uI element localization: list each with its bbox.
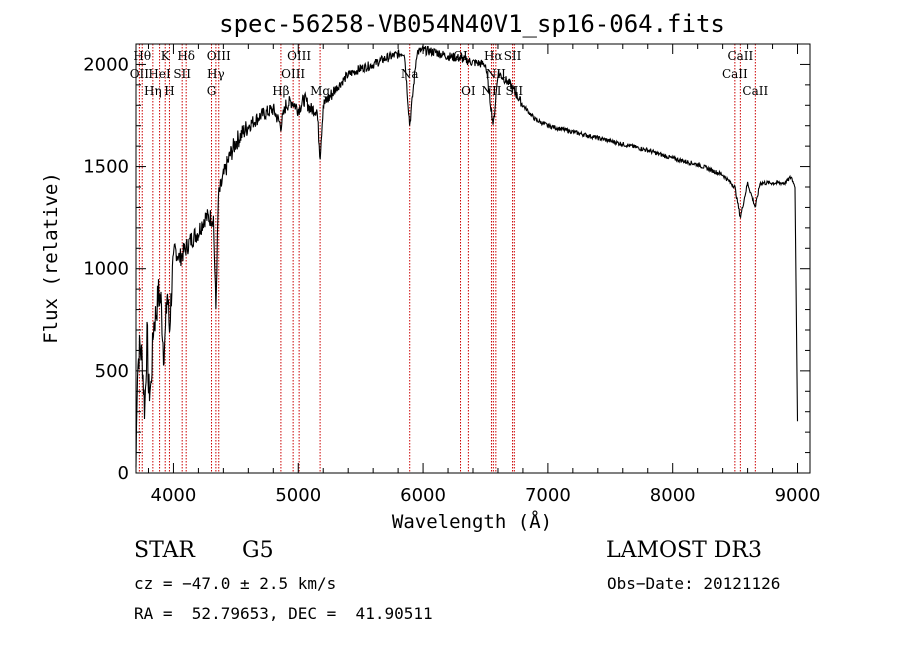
line-label-layer: OII Hθ Hη HeI K H SII Hδ G Hγ OIII Hβ OIII OIII Mg Na OI… [130, 49, 769, 98]
spectrum-series [135, 44, 799, 468]
line-label-1: Hθ [133, 49, 151, 63]
line-label-4: K [161, 49, 171, 63]
y-axis-label: Flux (relative) [40, 172, 62, 344]
y-tick-label-4: 2000 [83, 54, 129, 75]
line-label-8: G [207, 84, 217, 98]
obs-date-text: Obs−Date: 20121126 [607, 574, 781, 593]
line-marker-layer [138, 44, 756, 473]
line-label-13: OIII [287, 49, 311, 63]
line-label-0: OII [130, 67, 150, 81]
coordinates-text: RA = 52.79653, DEC = 41.90511 [134, 604, 433, 623]
line-label-17: OI [461, 84, 476, 98]
line-label-2: Hη [144, 84, 162, 98]
line-label-24: CaII [727, 49, 753, 63]
x-axis-label: Wavelength (Å) [392, 510, 552, 533]
x-tick-label-0: 4000 [151, 485, 197, 506]
object-class: STAR [134, 538, 195, 563]
x-tick-label-3: 7000 [525, 485, 571, 506]
line-label-19: Hα [484, 49, 503, 63]
line-label-22: SII [505, 84, 523, 98]
x-tick-label-1: 5000 [275, 485, 321, 506]
line-label-15: Na [401, 67, 419, 81]
plot-frame [135, 43, 811, 474]
line-label-12: OIII [281, 67, 305, 81]
line-label-3: HeI [148, 67, 171, 81]
line-label-20: NII [486, 67, 506, 81]
line-label-7: Hδ [177, 49, 195, 63]
survey-name: LAMOST DR3 [606, 538, 762, 563]
object-subclass: G5 [242, 538, 274, 563]
line-label-5: H [164, 84, 174, 98]
line-label-11: Hβ [272, 84, 289, 98]
y-tick-label-3: 1500 [83, 157, 129, 178]
line-label-23: CaII [722, 67, 748, 81]
x-tick-label-5: 9000 [775, 485, 821, 506]
x-tick-label-2: 6000 [400, 485, 446, 506]
line-label-14: Mg [310, 84, 330, 98]
line-label-18: NII [481, 84, 501, 98]
chart-title: spec-56258-VB054N40V1_sp16-064.fits [219, 10, 725, 38]
spectrum-curve-layer [135, 44, 799, 468]
axis-tick-layer: 4000 5000 6000 7000 8000 9000 0 500 1000 1500 2000 [83, 43, 821, 506]
line-label-25: CaII [742, 84, 768, 98]
redshift-text: cz = −47.0 ± 2.5 km/s [134, 574, 337, 593]
y-tick-label-2: 1000 [83, 259, 129, 280]
line-label-9: Hγ [207, 67, 225, 81]
spectrum-chart: spec-56258-VB054N40V1_sp16-064.fits 4000… [40, 10, 821, 533]
line-label-21: SII [504, 49, 522, 63]
line-label-16: OI [453, 49, 468, 63]
line-label-6: SII [173, 67, 191, 81]
line-label-10: OIII [207, 49, 231, 63]
x-tick-label-4: 8000 [650, 485, 696, 506]
y-tick-label-0: 0 [118, 463, 129, 484]
y-tick-label-1: 500 [95, 361, 129, 382]
